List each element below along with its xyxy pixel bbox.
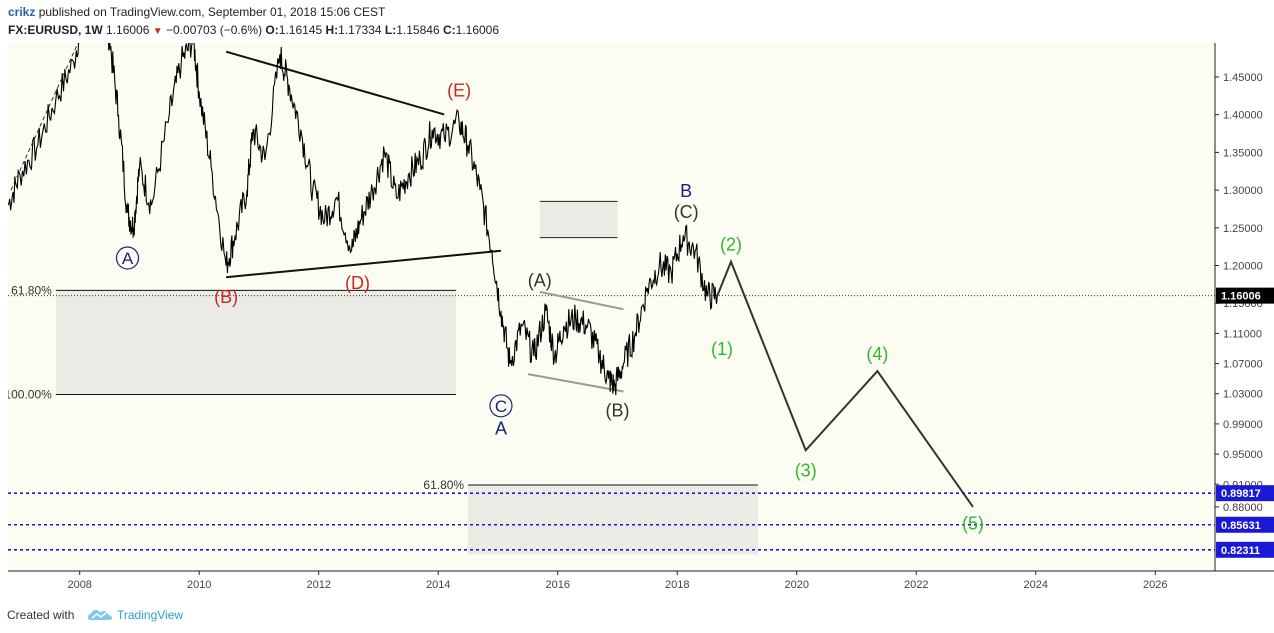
symbol-label: FX:EURUSD, 1W: [8, 23, 103, 37]
ohlc-legend: FX:EURUSD, 1W 1.16006 ▼ −0.00703 (−0.6%)…: [8, 23, 499, 37]
open-value: 1.16145: [278, 23, 323, 37]
y-tick-label-8: 1.07000: [1223, 359, 1263, 371]
wave-label-12: (3): [795, 461, 817, 481]
y-axis-background: [1215, 43, 1274, 571]
wave-label-11: (1): [711, 339, 733, 359]
low-label: L:: [384, 23, 397, 37]
trendline-0: [225, 50, 445, 116]
wave-label-2: (D): [345, 273, 370, 293]
last-price: 1.16006: [106, 23, 150, 37]
x-tick-label-0: 2008: [67, 579, 91, 591]
chart-footer: Created with TradingView: [0, 600, 1274, 633]
x-axis-background: [0, 571, 1274, 600]
wave-label-5: A: [495, 418, 507, 438]
wave-label-3: (E): [447, 81, 471, 101]
wave-label-8: B: [680, 181, 692, 201]
wave-label-1: (B): [214, 287, 238, 307]
zone-rect-0: [539, 201, 618, 238]
wave-label-9: (C): [674, 202, 699, 222]
author-link[interactable]: crikz: [8, 5, 36, 19]
low-value: 1.15846: [396, 23, 440, 37]
level-badge-0-text: 0.89817: [1221, 488, 1261, 500]
price-series-line: [8, 43, 718, 396]
close-value: 1.16006: [455, 23, 500, 37]
plot-layer: 61.80%100.00%61.80%A(B)(D)(E)CA(A)(B)B(C…: [4, 43, 1215, 555]
projection-path: [716, 259, 974, 508]
y-tick-label-3: 1.30000: [1223, 185, 1263, 197]
wave-label-6: (A): [528, 271, 552, 291]
wave-circle-4: [489, 394, 513, 418]
tradingview-cloud-icon[interactable]: [88, 608, 112, 622]
wave-label-7: (B): [605, 400, 629, 420]
current-price-badge-text: 1.16006: [1221, 291, 1261, 303]
y-tick-label-7: 1.11000: [1223, 328, 1262, 340]
y-tick-label-1: 1.40000: [1223, 110, 1263, 122]
trendline-3: [527, 373, 624, 393]
y-tick-label-4: 1.25000: [1223, 223, 1263, 235]
zone-rect-2: [468, 485, 758, 555]
y-tick-label-2: 1.35000: [1223, 147, 1263, 159]
publish-info: crikz published on TradingView.com, Sept…: [8, 5, 385, 19]
x-tick-label-3: 2014: [426, 579, 450, 591]
high-label: H:: [325, 23, 339, 37]
tradingview-brand-link[interactable]: TradingView: [117, 608, 184, 622]
change-arrow-icon: ▼: [152, 26, 163, 37]
y-tick-label-9: 1.03000: [1223, 389, 1263, 401]
x-tick-label-2: 2012: [306, 579, 330, 591]
x-tick-label-6: 2020: [784, 579, 808, 591]
level-badge-1-bg: [1216, 516, 1274, 533]
x-tick-label-4: 2016: [545, 579, 569, 591]
x-tick-label-9: 2026: [1143, 579, 1167, 591]
wave-circle-0: [115, 246, 140, 270]
trendline-2: [539, 290, 624, 311]
y-tick-label-11: 0.95000: [1223, 449, 1263, 461]
y-tick-label-10: 0.99000: [1223, 419, 1263, 431]
close-label: C:: [442, 23, 456, 37]
level-badge-1-text: 0.85631: [1221, 520, 1261, 532]
y-tick-label-13: 0.88000: [1223, 502, 1263, 514]
current-price-badge-bg: [1216, 287, 1274, 304]
zone-rect-1: [55, 290, 457, 395]
y-tick-label-0: 1.45000: [1223, 72, 1263, 84]
fib-label-0: 61.80%: [11, 283, 52, 297]
high-value: 1.17334: [338, 23, 382, 37]
level-badge-2-text: 0.82311: [1221, 545, 1260, 557]
y-tick-label-5: 1.20000: [1223, 261, 1263, 273]
price-change: −0.00703 (−0.6%): [166, 23, 263, 37]
fib-label-2: 61.80%: [423, 478, 464, 492]
fib-label-1: 100.00%: [4, 387, 52, 401]
wave-label-13: (4): [866, 344, 888, 364]
wave-label-14: (5): [962, 513, 984, 533]
open-label: O:: [265, 23, 279, 37]
level-badge-0-bg: [1216, 485, 1274, 502]
wave-label-10: (2): [720, 234, 742, 254]
created-with-text: Created with: [7, 608, 75, 622]
trendline-1: [226, 249, 502, 279]
x-tick-label-8: 2024: [1024, 579, 1048, 591]
price-chart[interactable]: 61.80%100.00%61.80%A(B)(D)(E)CA(A)(B)B(C…: [0, 0, 1274, 600]
wave-label-4: C: [495, 397, 507, 416]
x-tick-label-7: 2022: [904, 579, 928, 591]
chart-header: crikz published on TradingView.com, Sept…: [0, 0, 1274, 42]
wave-label-0: A: [122, 249, 134, 268]
level-badge-2-bg: [1216, 541, 1274, 558]
x-tick-label-5: 2018: [665, 579, 689, 591]
x-tick-label-1: 2010: [187, 579, 211, 591]
published-text: published on TradingView.com, September …: [38, 5, 386, 19]
